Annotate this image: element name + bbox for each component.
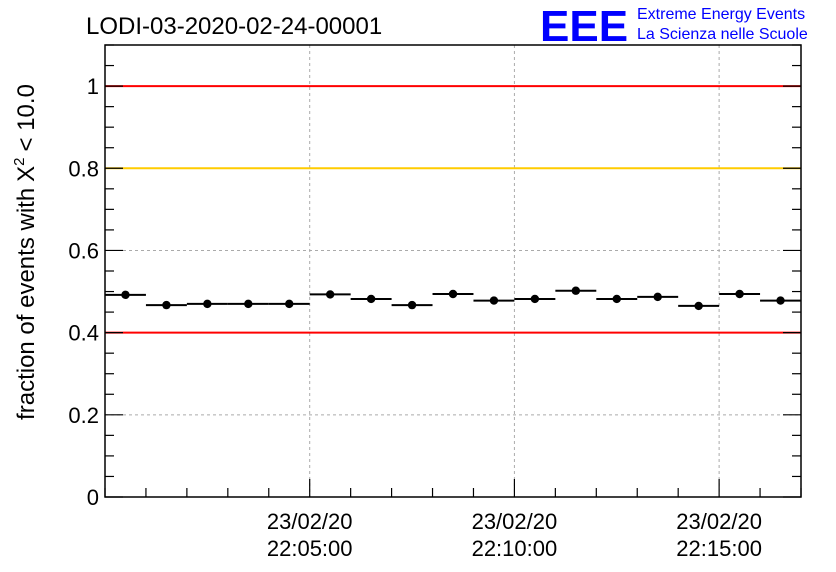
- x-tick-label-time: 22:10:00: [472, 536, 558, 561]
- eee-logo: EEE Extreme Energy Events La Scienza nel…: [540, 2, 808, 51]
- x-tick-label-date: 23/02/20: [676, 509, 762, 534]
- data-point: [489, 296, 499, 305]
- data-point: [612, 294, 621, 304]
- logo-mark: EEE: [540, 2, 628, 51]
- tick-labels: 00.20.40.60.8123/02/2022:05:0023/02/2022…: [68, 74, 762, 561]
- x-tick-label-date: 23/02/20: [267, 509, 353, 534]
- data-point: [366, 294, 376, 304]
- data-point: [653, 292, 662, 302]
- data-point: [694, 301, 703, 311]
- y-tick-label: 0.8: [68, 156, 99, 181]
- data-point: [735, 289, 744, 299]
- y-axis-title-sup: 2: [11, 157, 28, 165]
- x-tick-label-date: 23/02/20: [472, 509, 558, 534]
- reference-lines: [105, 85, 801, 334]
- grid: [105, 45, 801, 497]
- data-point: [244, 299, 253, 309]
- data-point: [162, 300, 171, 310]
- logo-line2: La Scienza nelle Scuole: [637, 26, 808, 43]
- data-points: [105, 286, 801, 311]
- axes: [104, 44, 802, 498]
- data-point: [776, 296, 785, 305]
- plot-frame: [104, 44, 802, 498]
- y-tick-label: 1: [87, 74, 99, 99]
- data-point: [285, 299, 294, 309]
- data-point: [571, 286, 581, 295]
- y-tick-label: 0.2: [68, 403, 99, 428]
- data-point: [407, 300, 417, 310]
- y-axis-title: fraction of events with X2 < 10.0: [11, 84, 40, 420]
- data-point: [325, 290, 335, 299]
- y-tick-label: 0: [87, 485, 99, 510]
- y-axis-title-prefix: fraction of events with: [13, 188, 40, 420]
- data-point: [121, 290, 130, 300]
- x-tick-label-time: 22:15:00: [676, 536, 762, 561]
- y-axis-title-suffix: < 10.0: [13, 84, 40, 151]
- y-axis-title-symbol: X: [13, 166, 40, 182]
- x-tick-label-time: 22:05:00: [267, 536, 353, 561]
- y-tick-label: 0.4: [68, 321, 99, 346]
- y-tick-label: 0.6: [68, 238, 99, 263]
- logo-line1: Extreme Energy Events: [637, 6, 805, 23]
- data-point: [448, 289, 458, 299]
- data-point: [530, 294, 540, 304]
- chart-title: LODI-03-2020-02-24-00001: [86, 13, 382, 40]
- data-point: [203, 299, 212, 309]
